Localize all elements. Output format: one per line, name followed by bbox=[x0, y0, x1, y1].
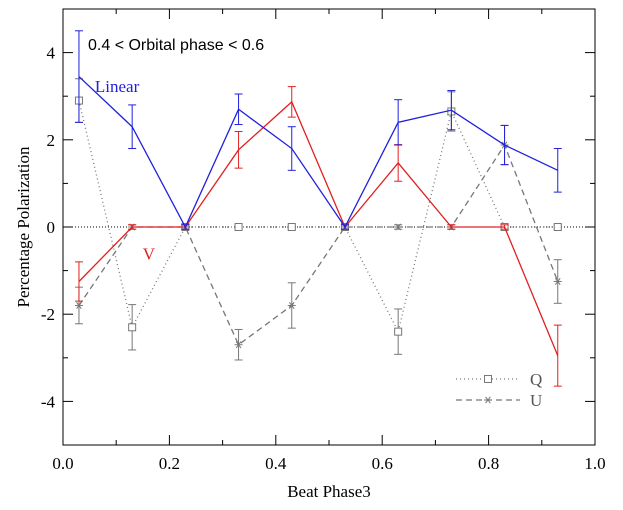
legend-label: Q bbox=[530, 370, 542, 389]
x-tick-label: 0.8 bbox=[478, 454, 499, 473]
data-point bbox=[74, 301, 83, 309]
y-tick-label: -4 bbox=[41, 392, 56, 411]
series-labels: Linear V bbox=[95, 77, 156, 264]
error-bar bbox=[128, 104, 137, 150]
legend-marker bbox=[484, 375, 492, 383]
x-tick-label: 0.6 bbox=[372, 454, 393, 473]
x-tick-label: 0.2 bbox=[159, 454, 180, 473]
error-bar bbox=[394, 99, 403, 146]
series-linear bbox=[74, 30, 562, 230]
error-bar bbox=[287, 126, 296, 171]
error-bar bbox=[234, 131, 243, 169]
error-bar bbox=[234, 93, 243, 126]
error-bar bbox=[500, 224, 509, 230]
data-point bbox=[234, 223, 243, 231]
legend: QU bbox=[456, 370, 542, 410]
error-bar bbox=[74, 30, 83, 123]
x-tick-label: 0.0 bbox=[52, 454, 73, 473]
series-line-v bbox=[78, 100, 559, 356]
y-axis-title: Percentage Polarization bbox=[14, 146, 33, 307]
data-point bbox=[553, 223, 562, 231]
y-tick-label: 2 bbox=[47, 131, 56, 150]
data-point bbox=[394, 223, 403, 231]
axis-ticks: 0.0 0.2 0.4 0.6 0.8 1.0 4 2 0 -2 -4 bbox=[41, 8, 606, 473]
series-line-linear bbox=[78, 76, 559, 229]
x-tick-label: 1.0 bbox=[584, 454, 605, 473]
y-tick-label: 4 bbox=[47, 44, 56, 63]
error-bar bbox=[447, 90, 456, 131]
legend-item-q: Q bbox=[456, 370, 542, 389]
series-label-v: V bbox=[143, 245, 156, 264]
x-tick-label: 0.4 bbox=[265, 454, 287, 473]
series-label-linear: Linear bbox=[95, 77, 140, 96]
data-point bbox=[287, 301, 296, 309]
error-bar bbox=[340, 224, 349, 230]
annotation-text: 0.4 < Orbital phase < 0.6 bbox=[88, 37, 264, 54]
error-bar bbox=[128, 224, 137, 230]
data-point bbox=[128, 323, 137, 332]
x-axis-title: Beat Phase3 bbox=[287, 482, 371, 501]
series-layer bbox=[74, 30, 562, 387]
error-bar bbox=[553, 324, 562, 387]
data-point bbox=[394, 327, 403, 336]
error-bar bbox=[181, 224, 190, 230]
error-bar bbox=[500, 124, 509, 166]
error-bar bbox=[287, 86, 296, 118]
error-bar bbox=[553, 148, 562, 193]
data-point bbox=[287, 223, 296, 231]
data-point bbox=[234, 341, 243, 349]
data-point bbox=[553, 277, 562, 286]
y-tick-label: 0 bbox=[47, 218, 56, 237]
y-tick-label: -2 bbox=[41, 305, 55, 324]
error-bar bbox=[74, 261, 83, 302]
legend-label: U bbox=[530, 391, 542, 410]
legend-item-u: U bbox=[456, 391, 542, 410]
legend-marker bbox=[484, 396, 492, 404]
error-bar bbox=[447, 224, 456, 230]
